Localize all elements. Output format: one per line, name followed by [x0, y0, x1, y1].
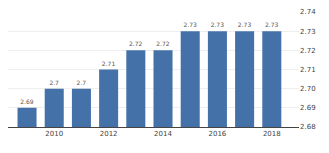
svg-text:2.72: 2.72 [129, 40, 143, 47]
svg-text:2.72: 2.72 [156, 40, 170, 47]
svg-text:2.68: 2.68 [300, 123, 316, 131]
svg-text:2.69: 2.69 [20, 98, 34, 105]
svg-text:2.69: 2.69 [300, 104, 316, 112]
svg-text:2.71: 2.71 [102, 60, 116, 67]
svg-text:2.74: 2.74 [300, 8, 316, 16]
svg-text:2.73: 2.73 [183, 21, 197, 28]
svg-text:2.70: 2.70 [300, 85, 316, 93]
svg-text:2016: 2016 [208, 130, 226, 138]
svg-text:SOURCE: TRADINGECONOMICS.COM |: SOURCE: TRADINGECONOMICS.COM | STATISTIC… [61, 152, 246, 153]
svg-text:2.73: 2.73 [300, 28, 316, 36]
svg-text:2.73: 2.73 [238, 21, 252, 28]
svg-text:2.7: 2.7 [49, 79, 59, 86]
svg-text:2012: 2012 [100, 130, 118, 138]
svg-text:2.72: 2.72 [300, 47, 316, 55]
svg-text:2.73: 2.73 [265, 21, 279, 28]
svg-text:2018: 2018 [263, 130, 281, 138]
svg-text:2.73: 2.73 [211, 21, 225, 28]
svg-text:2014: 2014 [154, 130, 172, 138]
svg-text:2010: 2010 [45, 130, 63, 138]
svg-text:2.71: 2.71 [300, 66, 316, 74]
svg-text:2.7: 2.7 [77, 79, 87, 86]
